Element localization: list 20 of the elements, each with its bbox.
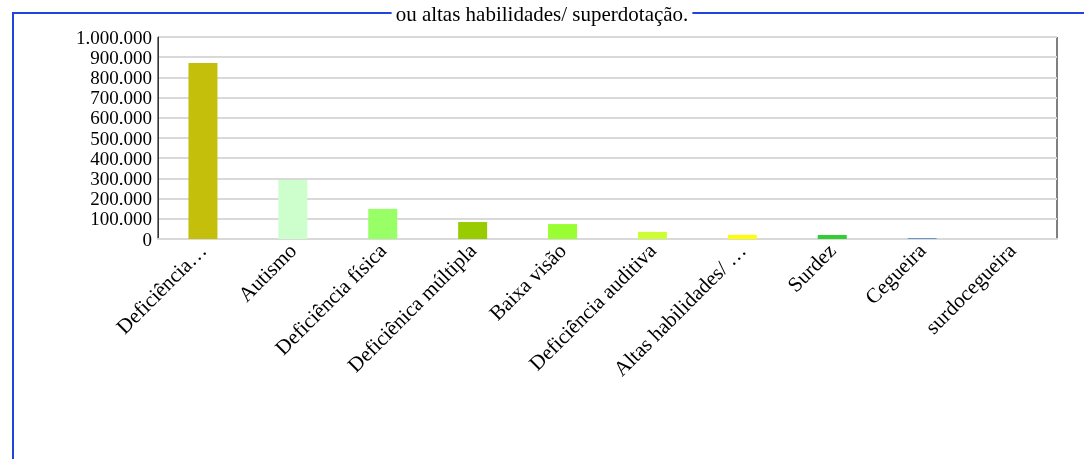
y-tick-label: 900.000 xyxy=(90,46,152,68)
chart-title: ou altas habilidades/ superdotação. xyxy=(395,1,689,26)
y-tick-label: 100.000 xyxy=(90,208,152,230)
y-tick-label: 700.000 xyxy=(90,87,152,109)
bar xyxy=(458,222,488,239)
bar xyxy=(188,63,218,239)
y-tick-label: 400.000 xyxy=(90,147,152,169)
y-tick-label: 0 xyxy=(142,228,152,250)
y-tick-label: 1.000.000 xyxy=(76,26,152,48)
y-tick-label: 800.000 xyxy=(90,66,152,88)
bar xyxy=(817,234,847,239)
y-tick-label: 200.000 xyxy=(90,188,152,210)
bar xyxy=(548,224,578,239)
bar xyxy=(637,231,667,239)
bar xyxy=(368,208,398,239)
y-tick-label: 600.000 xyxy=(90,107,152,129)
bar xyxy=(278,180,308,239)
y-tick-label: 300.000 xyxy=(90,167,152,189)
y-tick-label: 500.000 xyxy=(90,127,152,149)
bar xyxy=(727,234,757,239)
